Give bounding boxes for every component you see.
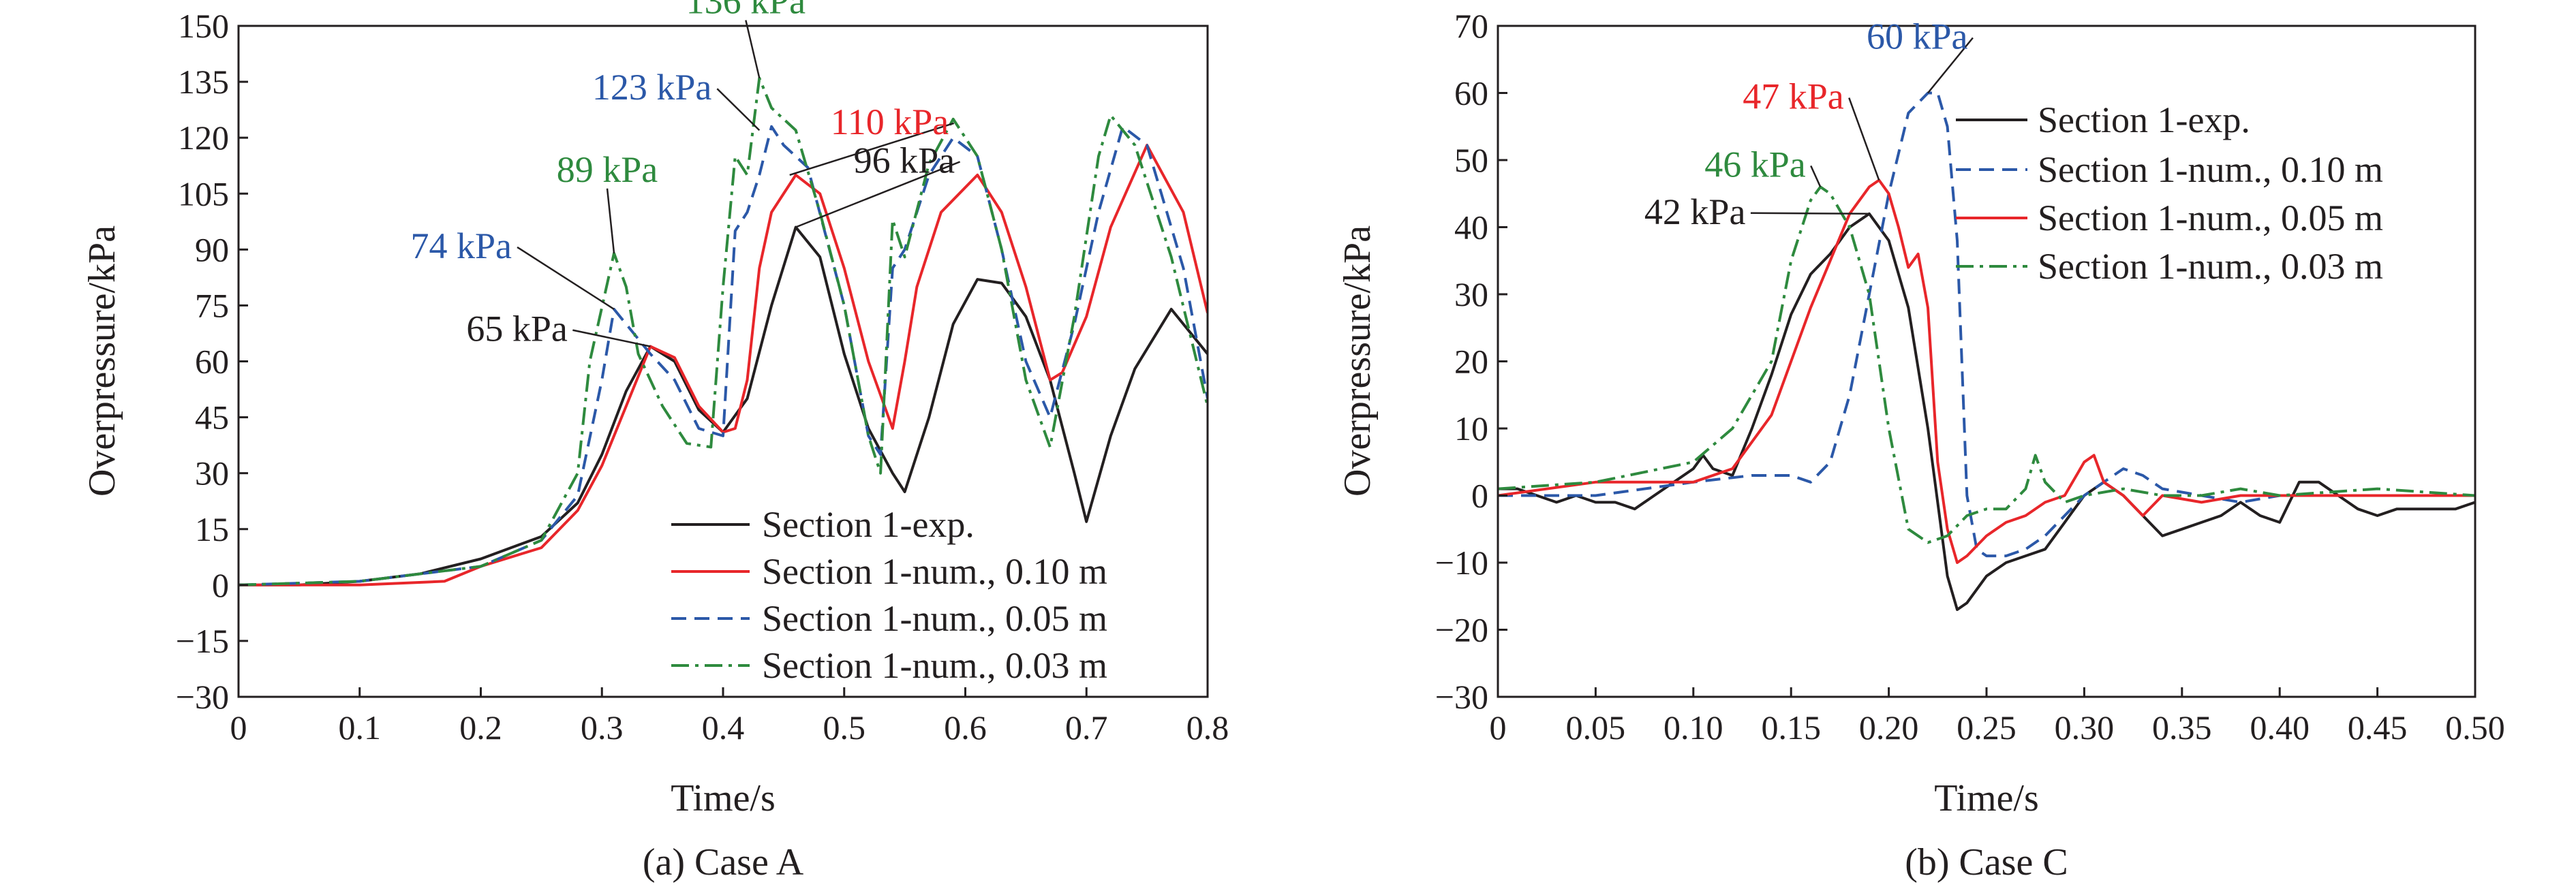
case-c-y-tick-label: 10: [1454, 409, 1488, 448]
case-c-y-tick-label: 70: [1454, 7, 1488, 45]
case-c-legend-label-num-005: Section 1-num., 0.05 m: [2038, 198, 2383, 238]
case-c-legend-label-num-003: Section 1-num., 0.03 m: [2038, 246, 2383, 287]
case-c-x-tick-label: 0.15: [1761, 708, 1821, 747]
case-c-y-tick-label: −30: [1435, 678, 1488, 716]
case-c-x-tick-label: 0.35: [2152, 708, 2212, 747]
case-c-annotation-leader: [1810, 165, 1822, 187]
case-a-annotation-label: 74 kPa: [411, 225, 512, 266]
case-a-annotation-leader: [789, 122, 955, 176]
chart-case-c: 0 0.05 0.10 0.15 0.20 0.25 0.30 0.35 0.40 0.45 0.5…: [1336, 7, 2505, 883]
case-a-y-tick-label: 15: [195, 510, 229, 548]
case-a-legend: Section 1-exp. Section 1-num., 0.10 m Se…: [671, 504, 1107, 686]
case-a-annotation-leader: [745, 20, 761, 78]
case-a-annotation-label: 65 kPa: [466, 309, 568, 349]
case-a-annotation-leader: [572, 329, 651, 347]
case-c-annotation-label: 46 kPa: [1704, 144, 1806, 185]
case-c-series-line-2: [1498, 178, 2475, 564]
case-a-series-layer: [239, 76, 1208, 586]
case-a-y-tick-label: 150: [178, 7, 229, 45]
case-c-x-tick-label: 0.30: [2055, 708, 2115, 747]
case-a-annotation-label: 123 kPa: [592, 67, 712, 108]
case-a-y-tick-label: 60: [195, 343, 229, 381]
case-a-series-line-1: [239, 144, 1208, 586]
case-c-annotation-label: 42 kPa: [1644, 191, 1746, 232]
case-c-x-tick-label: 0.45: [2348, 708, 2408, 747]
case-c-plot-frame: [1497, 25, 2477, 698]
case-c-y-tick-label: −10: [1435, 544, 1488, 582]
case-c-legend-label-exp: Section 1-exp.: [2038, 99, 2250, 140]
case-a-x-tick-label: 0.1: [339, 708, 382, 747]
case-a-legend-label-num-003: Section 1-num., 0.03 m: [762, 645, 1107, 686]
case-a-y-tick-label: 75: [195, 286, 229, 324]
chart-case-a: 0 0.1 0.2 0.3 0.4 0.5 0.6 0.7 0.8 −30 −15 0 15 30 45 60…: [81, 0, 1229, 883]
case-c-series-layer: [1498, 91, 2475, 611]
case-c-ticks: 0 0.05 0.10 0.15 0.20 0.25 0.30 0.35 0.40 0.45 0.5…: [1435, 7, 2505, 747]
case-c-caption: (b) Case C: [1905, 841, 2068, 883]
case-a-legend-label-num-005: Section 1-num., 0.05 m: [762, 598, 1107, 639]
case-c-y-tick-label: 40: [1454, 208, 1488, 247]
case-c-series-line-1: [1498, 91, 2475, 558]
case-c-x-tick-label: 0.20: [1859, 708, 1919, 747]
case-a-annotation-label: 136 kPa: [686, 0, 806, 22]
case-c-x-tick-label: 0.05: [1566, 708, 1626, 747]
case-c-annotation-leader: [1848, 97, 1880, 181]
case-a-annotations: 65 kPa 74 kPa 89 kPa 123 kPa 136 kPa 110 kPa9…: [411, 0, 961, 349]
case-c-series-line-3: [1498, 185, 2475, 544]
case-a-annotation-label: 89 kPa: [557, 149, 658, 190]
case-a-legend-label-exp: Section 1-exp.: [762, 504, 975, 545]
case-c-annotation-label: 47 kPa: [1743, 76, 1844, 117]
case-c-annotations: 42 kPa 46 kPa 47 kPa 60 kPa: [1644, 16, 1974, 232]
case-c-x-tick-label: 0.10: [1663, 708, 1723, 747]
case-a-series-line-2: [239, 125, 1208, 586]
case-a-y-tick-label: 45: [195, 398, 229, 437]
case-a-x-tick-label: 0.8: [1186, 708, 1229, 747]
case-a-x-tick-label: 0.6: [944, 708, 987, 747]
case-c-y-tick-label: 0: [1471, 477, 1488, 515]
case-c-annotation-label: 60 kPa: [1867, 16, 1968, 57]
case-c-legend-label-num-010: Section 1-num., 0.10 m: [2038, 149, 2383, 190]
case-c-y-tick-label: 20: [1454, 343, 1488, 381]
case-c-legend: Section 1-exp. Section 1-num., 0.10 m Se…: [1956, 99, 2383, 287]
case-a-annotation-label: 110 kPa: [831, 101, 949, 142]
case-a-y-tick-label: −30: [176, 678, 229, 716]
case-a-x-tick-label: 0.7: [1065, 708, 1108, 747]
case-a-y-tick-label: −15: [176, 622, 229, 660]
case-a-y-tick-label: 120: [178, 119, 229, 157]
case-a-legend-label-num-010: Section 1-num., 0.10 m: [762, 551, 1107, 592]
case-a-x-tick-label: 0.2: [459, 708, 502, 747]
case-c-y-tick-label: −20: [1435, 611, 1488, 649]
case-a-annotation-leader: [795, 161, 961, 228]
case-a-y-tick-label: 0: [212, 566, 229, 604]
case-a-series-line-3: [239, 76, 1208, 586]
case-c-x-tick-label: 0.40: [2250, 708, 2310, 747]
case-c-y-tick-label: 50: [1454, 141, 1488, 179]
case-a-annotation-leader: [716, 88, 761, 131]
case-a-plot-frame: [237, 25, 1209, 698]
case-c-annotation-leader: [1927, 37, 1974, 94]
case-a-y-tick-label: 30: [195, 454, 229, 492]
case-a-y-tick-label: 105: [178, 174, 229, 213]
case-c-y-axis-label: Overpressure/kPa: [1336, 225, 1379, 497]
case-a-ticks: 0 0.1 0.2 0.3 0.4 0.5 0.6 0.7 0.8 −30 −15 0 15 30 45 60…: [176, 7, 1229, 747]
case-c-y-tick-label: 60: [1454, 74, 1488, 112]
case-a-x-tick-label: 0.5: [823, 708, 866, 747]
case-a-y-tick-label: 90: [195, 230, 229, 268]
case-c-x-tick-label: 0.25: [1957, 708, 2017, 747]
case-a-x-axis-label: Time/s: [671, 777, 776, 819]
case-a-annotation-label: 96 kPa: [854, 140, 955, 181]
case-c-x-tick-label: 0: [1490, 708, 1507, 747]
case-c-x-axis-label: Time/s: [1934, 777, 2039, 819]
case-c-x-tick-label: 0.50: [2445, 708, 2505, 747]
case-c-y-tick-label: 30: [1454, 275, 1488, 313]
case-a-x-tick-label: 0: [230, 708, 247, 747]
case-a-x-tick-label: 0.4: [702, 708, 745, 747]
case-a-y-tick-label: 135: [178, 63, 229, 101]
case-a-annotation-leader: [517, 246, 615, 310]
case-a-x-tick-label: 0.3: [581, 708, 624, 747]
case-c-annotation-leader: [1750, 212, 1869, 215]
case-a-annotation-leader: [606, 188, 615, 253]
case-a-y-axis-label: Overpressure/kPa: [81, 225, 123, 497]
case-a-caption: (a) Case A: [643, 841, 804, 883]
